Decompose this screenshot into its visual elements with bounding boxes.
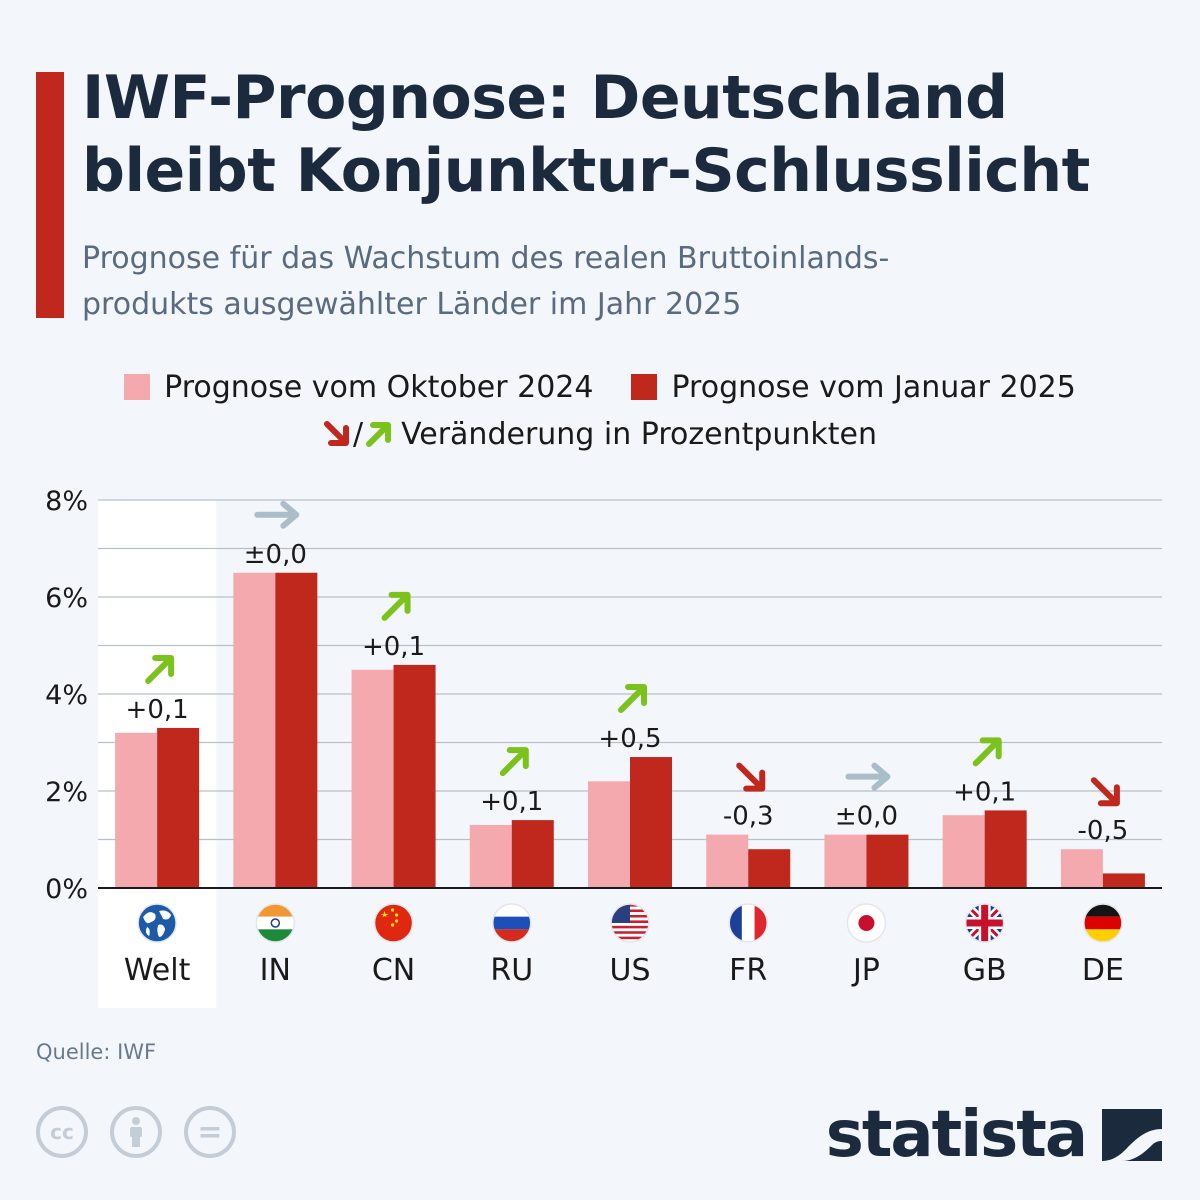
arrow-down-icon [323,421,349,446]
y-tick-label: 8% [45,486,88,517]
arrow-down-icon [736,762,766,792]
x-category-label: RU [490,953,533,988]
x-category-label: IN [260,953,291,988]
source-note: Quelle: IWF [36,1040,157,1064]
bar-jan-IN [275,572,318,888]
title-line-2: bleibt Konjunktur-Schlusslicht [82,136,1090,206]
arrow-right-icon [845,762,891,791]
subtitle-line-1: Prognose für das Wachstum des realen Bru… [82,241,890,276]
china-flag-icon [373,903,414,943]
japan-flag-icon [846,903,887,943]
title-line-1: IWF-Prognose: Deutschland [82,63,1008,133]
bar-jan-Welt [157,727,200,888]
brand: statista [826,1098,1164,1172]
bar-oct-GB [942,815,985,888]
y-tick-label: 2% [45,777,88,808]
bar-jan-CN [393,664,436,888]
x-category-label: GB [963,953,1007,988]
cc-icon: cc [36,1106,88,1158]
y-tick-label: 0% [45,874,88,905]
bar-jan-RU [511,820,554,888]
x-category-label: JP [851,953,880,988]
person-icon [130,1117,142,1147]
change-label: +0,1 [953,777,1016,807]
y-tick-label: 4% [45,680,88,711]
change-label: -0,3 [723,802,774,832]
x-category-label: FR [729,953,767,988]
france-flag-icon [728,903,768,943]
legend-swatch-oct [124,374,151,400]
legend-slash: / [352,416,364,452]
bar-oct-FR [706,834,749,888]
legend-change: / Veränderung in Prozentpunkten [0,412,1200,456]
bar-oct-CN [351,669,394,888]
arrow-right-icon [254,500,300,529]
bar-jan-DE [1102,873,1145,888]
by-icon [110,1106,162,1158]
legend-change-label: Veränderung in Prozentpunkten [401,416,878,452]
y-tick-label: 6% [45,583,88,614]
germany-flag-icon [1083,903,1123,943]
bar-jan-FR [748,849,791,888]
x-category-label: CN [372,953,415,988]
legend-item-oct: Prognose vom Oktober 2024 [124,370,593,405]
change-label: +0,1 [362,632,425,662]
bar-oct-US [588,781,630,888]
bar-oct-JP [824,834,867,888]
arrow-up-icon [381,591,411,621]
bar-oct-RU [469,824,512,888]
change-label: +0,1 [126,695,189,725]
x-category-label: Welt [124,953,191,988]
legend-label-jan: Prognose vom Januar 2025 [671,369,1076,405]
x-category-label: US [609,953,650,988]
arrow-up-icon [366,422,392,447]
bar-jan-GB [984,810,1027,888]
bar-jan-JP [866,834,909,888]
usa-flag-icon [610,903,650,943]
uk-flag-icon [964,903,1005,943]
russia-flag-icon [492,903,532,943]
subtitle-line-2: produkts ausgewählter Länder im Jahr 202… [82,287,742,322]
arrow-up-icon [618,684,647,714]
bar-oct-IN [233,572,276,888]
bar-oct-DE [1060,849,1103,888]
arrow-down-icon [1090,777,1120,807]
brand-name: statista [825,1098,1088,1172]
legend-swatch-jan [631,374,658,400]
x-category-label: DE [1082,953,1124,988]
change-label: -0,5 [1078,816,1129,846]
change-label: +0,5 [598,724,661,754]
nd-icon: = [184,1106,236,1158]
license-icons: cc = [36,1106,258,1158]
bar-oct-Welt [115,732,158,888]
change-label: +0,1 [480,787,543,817]
change-label: ±0,0 [244,540,307,570]
arrow-up-icon [972,737,1002,767]
arrow-up-icon [499,747,529,777]
legend-label-oct: Prognose vom Oktober 2024 [164,369,594,405]
legend-item-jan: Prognose vom Januar 2025 [631,369,1076,405]
legend: Prognose vom Oktober 2024 Prognose vom J… [0,365,1200,409]
bar-jan-US [630,757,672,888]
statista-logo-icon [1102,1109,1162,1161]
globe-icon [137,903,177,943]
title-accent-bar [36,72,64,318]
chart-title: IWF-Prognose: Deutschland bleibt Konjunk… [82,62,1172,208]
arrow-up-icon [145,654,175,684]
india-flag-icon [255,903,296,943]
change-label: ±0,0 [835,802,898,832]
chart-subtitle: Prognose für das Wachstum des realen Bru… [82,236,1172,328]
bar-chart: 0% 2% 4% 6% 8% +0,1 Welt ±0,0 IN +0,1 CN +0,1 RU +0,5… [45,486,1162,1008]
